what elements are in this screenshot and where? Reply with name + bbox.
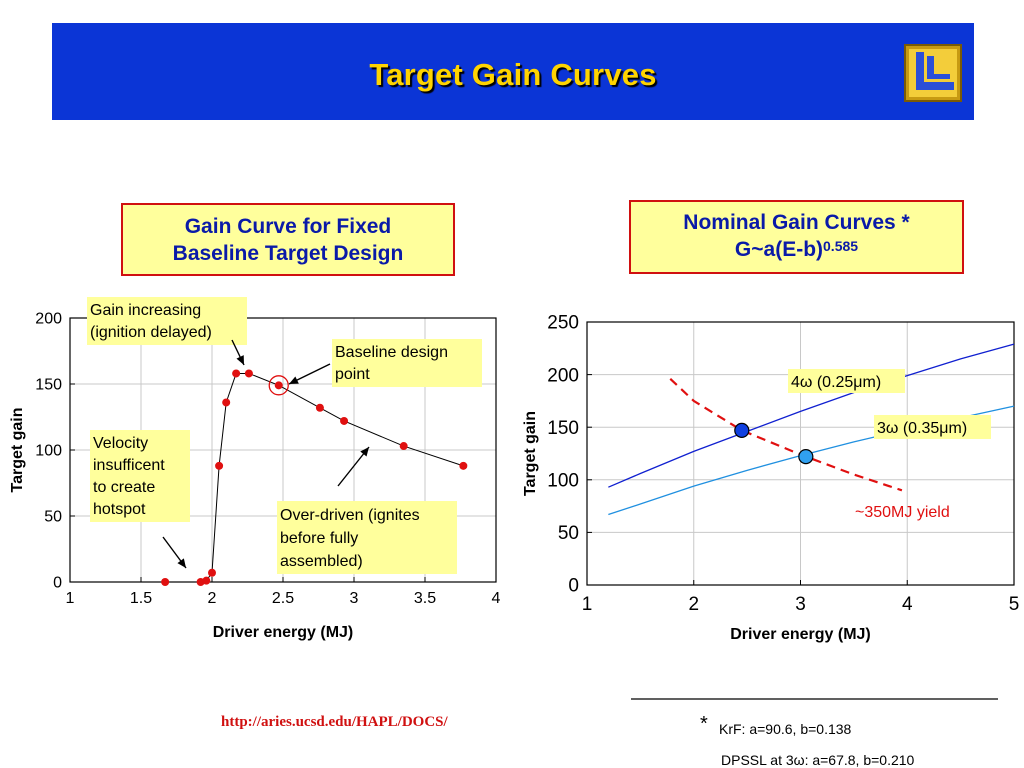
plot-frame [69, 317, 497, 583]
title-banner: Target Gain Curves [52, 23, 974, 120]
design-point-3omega [798, 449, 814, 465]
note-velocity-line: insufficent [93, 457, 165, 474]
x-tick-label: 1 [582, 594, 593, 615]
llnl-logo-icon [904, 44, 962, 102]
gain-data-point [459, 461, 468, 470]
y-axis-label: Target gain [522, 411, 539, 496]
note-velocity-box [90, 430, 190, 522]
arrow-baseline-head [289, 376, 299, 384]
legend-4omega-box [788, 369, 905, 393]
gain-data-point [340, 416, 349, 425]
y-tick-label: 50 [558, 523, 579, 544]
arrow-over-driven-head [360, 447, 369, 457]
gain-data-point [399, 442, 408, 451]
right-box-line1: Nominal Gain Curves * [683, 211, 910, 234]
footnote-dpssl: DPSSL at 3ω: a=67.8, b=0.210 [721, 752, 915, 768]
x-tick-label: 4 [492, 590, 501, 607]
left-chart-title-box: Gain Curve for Fixed Baseline Target Des… [121, 203, 455, 276]
y-tick-label: 150 [547, 418, 579, 439]
x-tick-label: 4 [902, 594, 913, 615]
x-tick-label: 3.5 [414, 590, 436, 607]
x-tick-label: 5 [1009, 594, 1020, 615]
note-baseline-design-line: Baseline design [335, 344, 448, 361]
y-tick-label: 200 [547, 365, 579, 386]
gain-data-point [202, 576, 211, 585]
gain-formula: G~a(E-b) [734, 238, 824, 261]
right-box-line2: G~a(E-b)0.585 [631, 236, 962, 263]
x-tick-label: 1 [66, 590, 75, 607]
plot-frame [586, 321, 1015, 586]
note-gain-increasing-line: (ignition delayed) [90, 324, 212, 341]
footnote-star: * [700, 713, 708, 735]
y-tick-label: 100 [35, 443, 62, 460]
slide-title: Target Gain Curves [369, 57, 657, 92]
note-over-driven-box [277, 501, 457, 574]
note-baseline-design-box [332, 339, 482, 387]
gain-data-point [161, 578, 170, 586]
x-tick-label: 2.5 [272, 590, 294, 607]
footnote-krf: KrF: a=90.6, b=0.138 [719, 721, 852, 737]
gain-data-point [208, 568, 216, 577]
gain-data-point [222, 398, 231, 407]
left-box-line2: Baseline Target Design [172, 242, 404, 265]
gain-data-point [215, 461, 224, 470]
baseline-design-marker [268, 375, 289, 396]
gain-data-point [274, 381, 283, 390]
note-velocity-line: Velocity [93, 435, 148, 452]
gain-exponent: 0.585 [823, 238, 859, 254]
legend-3omega-box [874, 415, 991, 439]
note-velocity-line: to create [93, 479, 155, 496]
y-axis-label: Target gain [9, 407, 26, 492]
legend-4omega-label: 4ω (0.25μm) [791, 374, 881, 391]
y-tick-label: 200 [35, 311, 62, 328]
x-tick-label: 3 [795, 594, 806, 615]
note-velocity-line: hotspot [93, 501, 146, 518]
y-tick-label: 250 [547, 313, 579, 334]
note-over-driven-line: assembled) [280, 553, 363, 570]
arrow-velocity-head [177, 558, 186, 568]
source-link[interactable]: http://aries.ucsd.edu/HAPL/DOCS/ [221, 714, 448, 730]
x-axis-label: Driver energy (MJ) [730, 626, 871, 643]
y-tick-label: 0 [53, 575, 62, 592]
arrow-gain-increasing-head [236, 355, 244, 365]
y-tick-label: 150 [35, 377, 62, 394]
x-axis-label: Driver energy (MJ) [213, 624, 354, 641]
legend-yield-label: ~350MJ yield [855, 504, 950, 521]
gain-data-point [244, 369, 253, 378]
design-point-4omega [734, 422, 750, 438]
y-tick-label: 0 [568, 576, 579, 597]
gain-data-point [315, 403, 324, 412]
y-tick-label: 50 [44, 509, 62, 526]
yield-350mj-line [669, 378, 903, 492]
gain-data-point [232, 369, 241, 378]
right-chart-title-box: Nominal Gain Curves * G~a(E-b)0.585 [629, 200, 964, 274]
note-over-driven-line: Over-driven (ignites [280, 507, 420, 524]
note-gain-increasing-box [87, 297, 247, 345]
x-tick-label: 2 [208, 590, 217, 607]
x-tick-label: 1.5 [130, 590, 152, 607]
note-gain-increasing-line: Gain increasing [90, 302, 201, 319]
x-tick-label: 3 [350, 590, 359, 607]
y-tick-label: 100 [547, 470, 579, 491]
legend-3omega-label: 3ω (0.35μm) [877, 420, 967, 437]
note-over-driven-line: before fully [280, 530, 358, 547]
series-4omega-line [608, 343, 1015, 488]
note-baseline-design-line: point [335, 366, 370, 383]
left-box-line1: Gain Curve for Fixed [184, 215, 392, 238]
x-tick-label: 2 [688, 594, 699, 615]
